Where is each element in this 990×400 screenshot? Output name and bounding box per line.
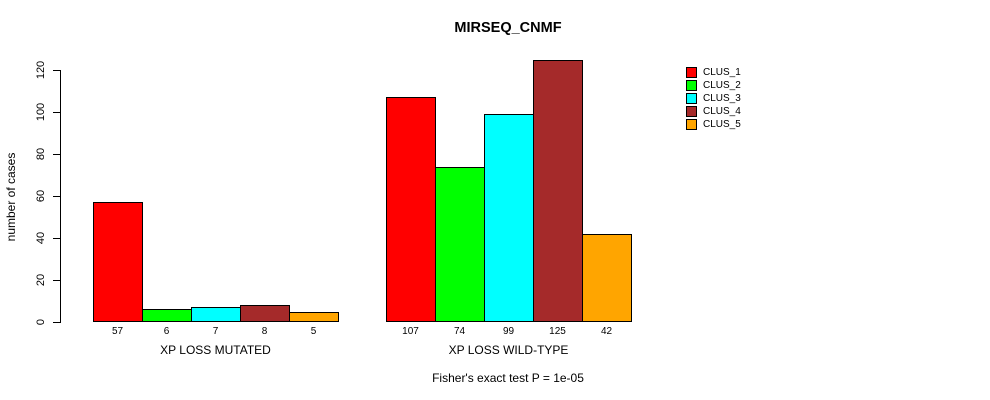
legend-label: CLUS_4: [703, 106, 741, 117]
y-tick-label: 60: [35, 189, 47, 203]
bar-value-label: 6: [163, 326, 170, 337]
y-tick-label: 20: [35, 273, 47, 287]
x-group-label-xp-loss-mutated: XP LOSS MUTATED: [160, 343, 271, 357]
bar-value-label: 74: [453, 326, 466, 337]
y-tick-mark: [53, 154, 60, 155]
legend-label: CLUS_3: [703, 93, 741, 104]
legend-swatch-clus-2: [686, 80, 697, 91]
legend-swatch-clus-1: [686, 67, 697, 78]
y-tick-label: 0: [35, 318, 47, 326]
legend: CLUS_1 CLUS_2 CLUS_3 CLUS_4 CLUS_5: [686, 66, 741, 131]
bar-value-label: 42: [600, 326, 613, 337]
legend-item-clus-4: CLUS_4: [686, 105, 741, 118]
bar-clus-2-xp-loss-mutated: [142, 309, 192, 322]
legend-swatch-clus-3: [686, 93, 697, 104]
y-tick-mark: [53, 196, 60, 197]
bar-value-label: 99: [502, 326, 515, 337]
y-tick-label: 40: [35, 231, 47, 245]
fisher-test-annotation: Fisher's exact test P = 1e-05: [432, 371, 584, 385]
bar-value-label: 7: [212, 326, 219, 337]
y-tick-label: 80: [35, 147, 47, 161]
chart-title: MIRSEQ_CNMF: [454, 20, 562, 36]
y-tick-label: 120: [35, 60, 47, 80]
y-axis-label: number of cases: [4, 152, 18, 242]
x-group-label-xp-loss-wild-type: XP LOSS WILD-TYPE: [448, 343, 569, 357]
y-tick-mark: [53, 238, 60, 239]
legend-label: CLUS_2: [703, 80, 741, 91]
legend-label: CLUS_1: [703, 67, 741, 78]
bar-value-label: 8: [261, 326, 268, 337]
legend-label: CLUS_5: [703, 119, 741, 130]
legend-item-clus-5: CLUS_5: [686, 118, 741, 131]
bar-clus-4-xp-loss-wild-type: [533, 59, 583, 322]
bar-clus-1-xp-loss-wild-type: [386, 97, 436, 322]
bar-value-label: 5: [310, 326, 317, 337]
y-tick-mark: [53, 280, 60, 281]
legend-item-clus-3: CLUS_3: [686, 92, 741, 105]
y-tick-mark: [53, 70, 60, 71]
bar-value-label: 57: [111, 326, 124, 337]
legend-swatch-clus-5: [686, 119, 697, 130]
bar-clus-1-xp-loss-mutated: [93, 202, 143, 322]
bar-clus-4-xp-loss-mutated: [240, 305, 290, 322]
bar-clus-3-xp-loss-wild-type: [484, 114, 534, 322]
y-tick-mark: [53, 112, 60, 113]
y-tick-label: 100: [35, 102, 47, 122]
bar-clus-5-xp-loss-wild-type: [582, 233, 632, 322]
bar-value-label: 107: [402, 326, 419, 337]
legend-item-clus-1: CLUS_1: [686, 66, 741, 79]
y-tick-mark: [53, 322, 60, 323]
y-axis-line: [60, 70, 61, 323]
legend-item-clus-2: CLUS_2: [686, 79, 741, 92]
bar-clus-2-xp-loss-wild-type: [435, 166, 485, 322]
bar-clus-5-xp-loss-mutated: [289, 311, 339, 322]
bar-clus-3-xp-loss-mutated: [191, 307, 241, 322]
legend-swatch-clus-4: [686, 106, 697, 117]
bar-value-label: 125: [549, 326, 566, 337]
